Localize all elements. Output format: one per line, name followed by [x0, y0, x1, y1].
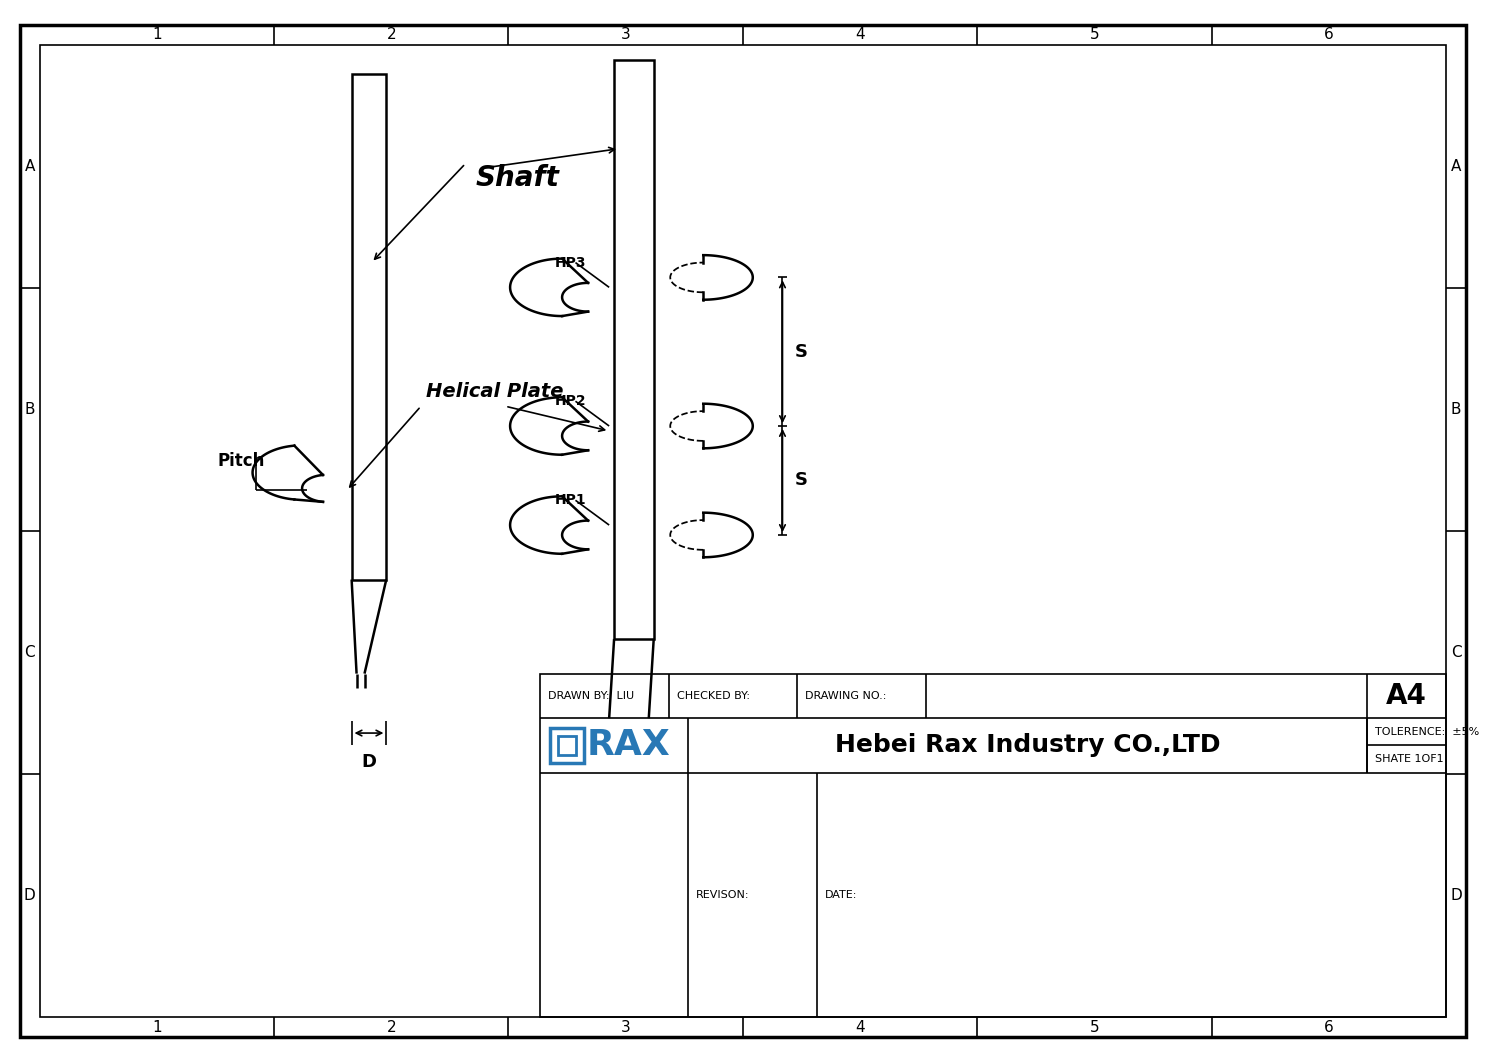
Text: A: A	[24, 158, 34, 174]
Text: 4: 4	[855, 28, 865, 42]
Text: DRAWN BY:  LIU: DRAWN BY: LIU	[548, 691, 634, 701]
Text: 5: 5	[1089, 28, 1100, 42]
Text: DATE:: DATE:	[825, 890, 858, 900]
Text: REVISON:: REVISON:	[696, 890, 750, 900]
Bar	[614, 59, 654, 639]
Text: SHATE 1OF1: SHATE 1OF1	[1376, 754, 1443, 764]
Text: HP2: HP2	[555, 394, 586, 408]
Text: S: S	[795, 472, 807, 490]
Text: C: C	[24, 645, 34, 661]
Text: 5: 5	[1089, 1020, 1100, 1034]
Text: Shaft: Shaft	[476, 165, 560, 192]
Text: 4: 4	[855, 1020, 865, 1034]
Text: 2: 2	[387, 1020, 396, 1034]
Text: D: D	[1450, 888, 1462, 904]
Text: DRAWING NO.:: DRAWING NO.:	[806, 691, 886, 701]
Bar	[549, 727, 585, 764]
Text: CHECKED BY:: CHECKED BY:	[676, 691, 750, 701]
Text: 1: 1	[152, 28, 162, 42]
Text: 1: 1	[152, 1020, 162, 1034]
Text: C: C	[1450, 645, 1461, 661]
Text: HP3: HP3	[555, 256, 586, 270]
Text: B: B	[1450, 401, 1461, 417]
Text: 3: 3	[621, 1020, 630, 1034]
Text: TOLERENCE:  ±5%: TOLERENCE: ±5%	[1376, 726, 1479, 737]
Text: 6: 6	[1324, 28, 1334, 42]
Text: HP1: HP1	[555, 493, 586, 508]
Text: 6: 6	[1324, 1020, 1334, 1034]
Text: Helical Plate: Helical Plate	[426, 382, 564, 400]
Text: Hebei Rax Industry CO.,LTD: Hebei Rax Industry CO.,LTD	[836, 734, 1221, 757]
Text: 2: 2	[387, 28, 396, 42]
Text: A4: A4	[1386, 682, 1426, 709]
Bar	[558, 736, 576, 755]
Text: 3: 3	[621, 28, 630, 42]
Text: Pitch: Pitch	[217, 451, 266, 469]
Text: S: S	[795, 343, 807, 361]
Text: D: D	[362, 753, 376, 771]
Text: D: D	[24, 888, 36, 904]
Text: B: B	[24, 401, 34, 417]
Bar	[540, 673, 1446, 1017]
Text: RAX: RAX	[586, 729, 670, 763]
Bar	[351, 74, 387, 580]
Text: A: A	[1450, 158, 1461, 174]
